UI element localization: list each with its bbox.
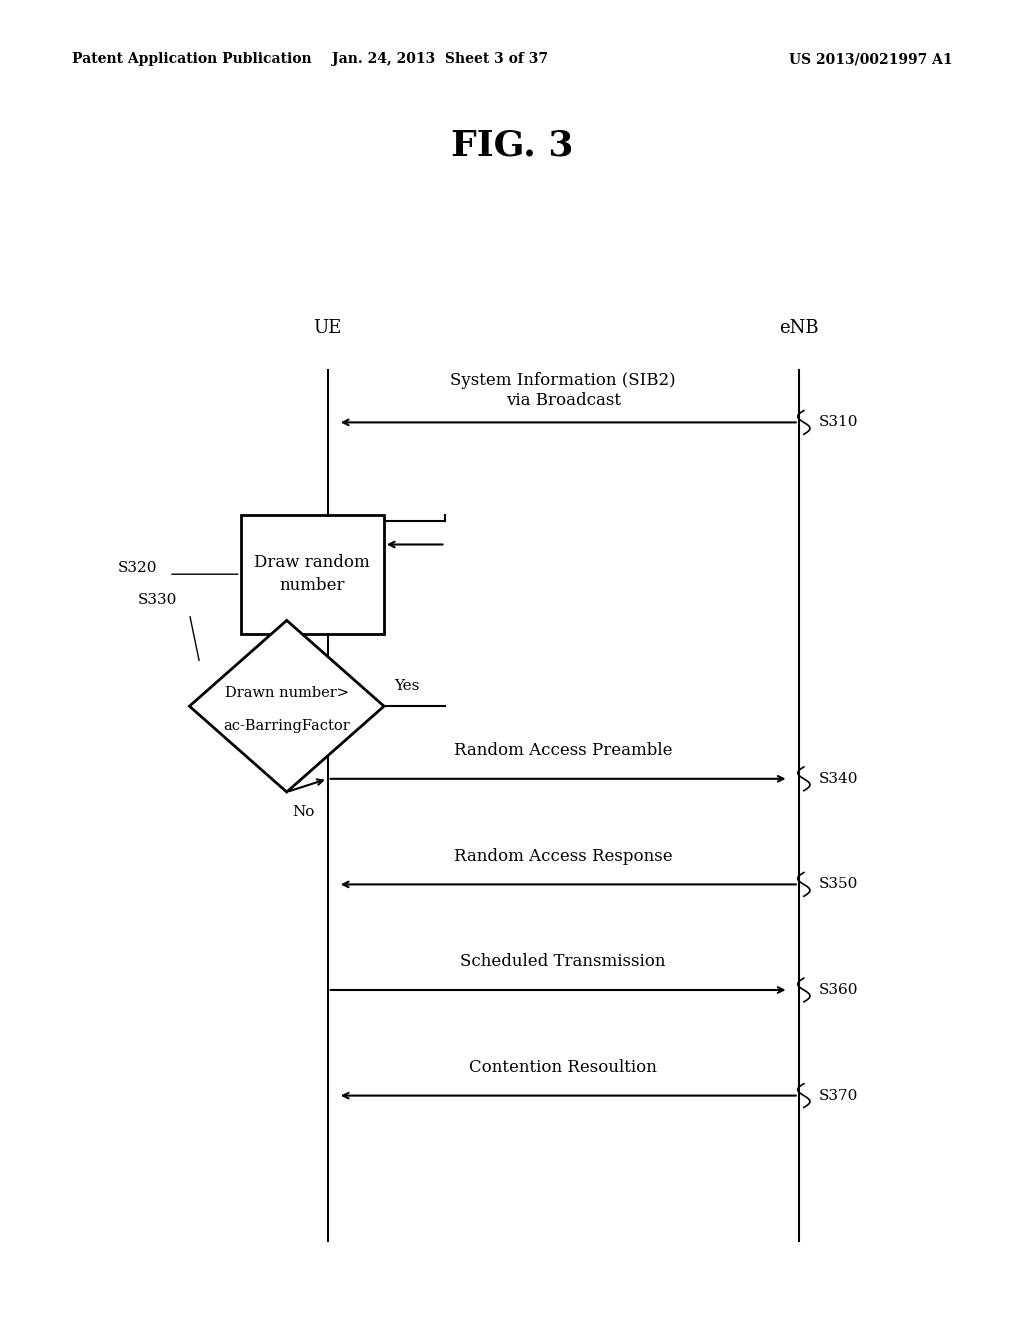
Text: ac-BarringFactor: ac-BarringFactor [223, 719, 350, 733]
Text: S360: S360 [819, 983, 859, 997]
Text: System Information (SIB2): System Information (SIB2) [451, 372, 676, 389]
Text: Draw random
number: Draw random number [254, 554, 371, 594]
Text: S340: S340 [819, 772, 859, 785]
Text: via Broadcast: via Broadcast [506, 392, 621, 409]
Text: Random Access Preamble: Random Access Preamble [454, 742, 673, 759]
Text: Jan. 24, 2013  Sheet 3 of 37: Jan. 24, 2013 Sheet 3 of 37 [333, 53, 548, 66]
Text: Random Access Response: Random Access Response [454, 847, 673, 865]
Polygon shape [189, 620, 384, 792]
Text: Drawn number>: Drawn number> [224, 686, 349, 700]
Text: No: No [292, 805, 314, 820]
Text: S370: S370 [819, 1089, 858, 1102]
Text: Scheduled Transmission: Scheduled Transmission [461, 953, 666, 970]
Text: S350: S350 [819, 878, 858, 891]
Text: FIG. 3: FIG. 3 [451, 128, 573, 162]
Text: US 2013/0021997 A1: US 2013/0021997 A1 [788, 53, 952, 66]
Text: eNB: eNB [779, 318, 818, 337]
Text: S330: S330 [138, 593, 177, 607]
Text: UE: UE [313, 318, 342, 337]
Text: S310: S310 [819, 416, 859, 429]
FancyBboxPatch shape [241, 515, 384, 634]
Text: Contention Resoultion: Contention Resoultion [469, 1059, 657, 1076]
Text: Patent Application Publication: Patent Application Publication [72, 53, 311, 66]
Text: S320: S320 [118, 561, 158, 574]
Text: Yes: Yes [394, 678, 420, 693]
